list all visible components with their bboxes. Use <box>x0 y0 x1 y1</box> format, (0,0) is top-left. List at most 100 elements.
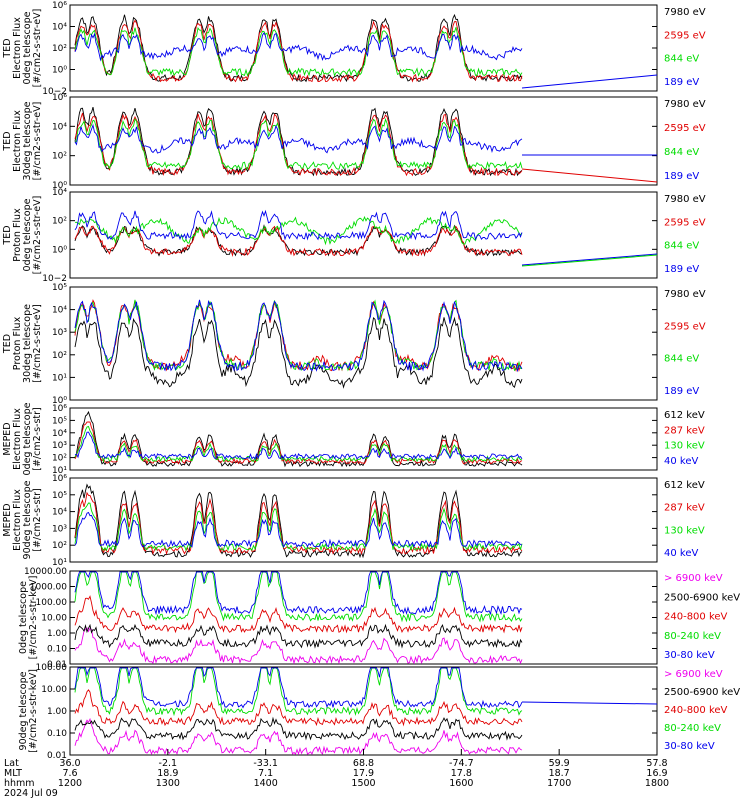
y-axis-label: Proton Flux <box>12 316 23 370</box>
y-tick-label: 1.00 <box>47 629 67 639</box>
series-line <box>74 571 523 616</box>
y-tick-label: 10.00 <box>41 685 67 695</box>
y-axis-label: 0deg telescope <box>22 402 33 475</box>
y-tick-label: 10⁵ <box>52 416 67 426</box>
x-tick-label-lat: 36.0 <box>59 758 80 769</box>
panel-frame <box>69 407 658 471</box>
series-line <box>74 491 523 556</box>
series-line <box>74 483 523 559</box>
y-axis-label: TED <box>2 38 13 58</box>
x-tick-label-lat: 59.9 <box>549 758 570 769</box>
series-line <box>74 571 523 623</box>
series-line <box>74 32 523 62</box>
y-axis-label: [#/cm2-s-str-eV] <box>32 9 43 88</box>
y-tick-label: 0.01 <box>47 660 67 670</box>
y-tick-label: 10¹ <box>52 466 67 476</box>
legend-entry: 2500-6900 keV <box>664 592 740 603</box>
y-axis-label: [#/cm2-s-str-eV] <box>32 102 43 181</box>
y-tick-label: 1.00 <box>47 707 67 717</box>
legend-entry: 80-240 keV <box>664 723 721 734</box>
y-tick-label: 10⁶ <box>52 93 67 103</box>
y-axis-label: 0deg telescope <box>22 198 33 271</box>
y-tick-label: 10³ <box>52 524 67 534</box>
panel-2: 10⁰ 10² 10⁴ 10⁶ TED Electron Flux 30deg telesc… <box>2 93 706 191</box>
y-tick-label: 10² <box>52 152 67 162</box>
x-tick-label-lat: 57.8 <box>646 758 667 769</box>
series-line <box>74 123 523 154</box>
y-axis-label: 0deg telescope <box>18 581 29 654</box>
y-tick-label: 10³ <box>52 441 67 451</box>
legend-entry: 40 keV <box>664 548 698 559</box>
y-axis-label: Electron Flux <box>12 489 23 551</box>
y-tick-label: 0.10 <box>47 645 67 655</box>
series-line <box>74 209 523 241</box>
series-line <box>74 595 523 634</box>
x-tick-label-mlt: 18.7 <box>549 768 570 779</box>
y-tick-label: 10⁵ <box>52 491 67 501</box>
y-tick-label: 10000.00 <box>24 567 67 577</box>
legend-entry: 189 eV <box>664 77 699 88</box>
series-line <box>74 627 523 665</box>
series-line <box>74 215 523 246</box>
y-axis-label: [#/cm2-s-str-keV] <box>28 669 39 753</box>
panel-frame <box>69 4 658 92</box>
legend-entry: 80-240 keV <box>664 631 721 642</box>
panel-1: 10−2 10⁰ 10² 10⁴ 10⁶ TED Electron Flux 0deg tel… <box>2 1 706 97</box>
panel-frame <box>69 477 658 563</box>
y-tick-label: 10⁴ <box>52 23 67 33</box>
y-axis-label: TED <box>2 334 13 354</box>
x-tick-label-hhmm: 1600 <box>449 778 473 789</box>
y-tick-label: 10² <box>52 454 67 464</box>
x-tick-label-hhmm: 1300 <box>156 778 180 789</box>
y-axis-label: [#/cm2-s-str-eV] <box>32 196 43 275</box>
y-tick-label: 10⁴ <box>52 188 67 198</box>
legend-entry: 844 eV <box>664 241 699 252</box>
series-line <box>74 225 523 257</box>
legend-entry: 189 eV <box>664 264 699 275</box>
panel-3: 10−2 10⁰ 10² 10⁴ TED Proton Flux 0deg telescop… <box>2 188 706 284</box>
x-tick-label-mlt: 17.9 <box>353 768 374 779</box>
panel-7: 0.01 0.10 1.00 10.00 100.00 1000.00 10000.00 0d… <box>18 567 740 670</box>
y-tick-label: 10² <box>52 217 67 227</box>
x-tick-label-hhmm: 1700 <box>547 778 571 789</box>
y-tick-label: 100.00 <box>36 598 68 608</box>
panel-6: 10¹ 10² 10³ 10⁴ 10⁵ 10⁶ MEPED Electron Flux 90de… <box>2 474 705 568</box>
x-tick-label-hhmm: 1800 <box>645 778 669 789</box>
legend-entry: 7980 eV <box>664 99 706 110</box>
y-axis-label: Electron Flux <box>12 17 23 79</box>
x-tick-label-lat: -33.1 <box>253 758 278 769</box>
x-row-label: MLT <box>4 768 22 779</box>
legend-entry: 40 keV <box>664 456 698 467</box>
y-tick-label: 10⁴ <box>52 429 67 439</box>
series-line <box>74 717 523 756</box>
y-axis-label: [#/cm2-s-str-keV] <box>28 576 39 660</box>
legend-entry: 7980 eV <box>664 194 706 205</box>
legend-entry: 287 keV <box>664 425 705 436</box>
series-line <box>74 316 523 389</box>
y-tick-label: 100.00 <box>36 663 68 673</box>
y-tick-label: 10⁶ <box>52 1 67 11</box>
y-tick-label: 10⁰ <box>52 181 67 191</box>
series-line <box>521 254 658 267</box>
x-tick-label-hhmm: 1500 <box>351 778 375 789</box>
legend-entry: 130 keV <box>664 441 705 452</box>
series-line <box>74 299 523 372</box>
series-line <box>74 689 523 727</box>
y-tick-label: 0.10 <box>47 729 67 739</box>
legend-entry: 189 eV <box>664 386 699 397</box>
legend-entry: 7980 eV <box>664 7 706 18</box>
series-line <box>74 716 523 741</box>
legend-entry: 2500-6900 keV <box>664 687 740 698</box>
series-line <box>521 74 658 89</box>
panel-frame <box>69 666 658 756</box>
series-line <box>74 19 523 83</box>
series-line <box>521 168 658 183</box>
series-line <box>74 511 523 548</box>
x-tick-label-mlt: 7.1 <box>258 768 273 779</box>
legend-entry: 240-800 keV <box>664 612 728 623</box>
series-line <box>74 299 523 373</box>
y-tick-label: 10⁵ <box>52 283 67 293</box>
legend-entry: 189 eV <box>664 171 699 182</box>
legend-entry: 30-80 keV <box>664 741 715 752</box>
legend-entry: > 6900 keV <box>664 669 723 680</box>
